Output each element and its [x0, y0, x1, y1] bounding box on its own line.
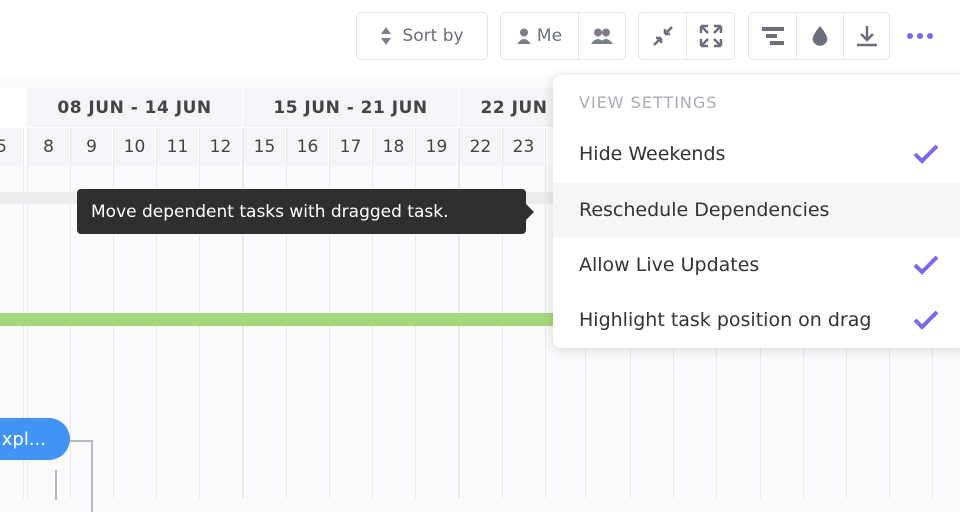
menu-item[interactable]: Reschedule Dependencies [553, 183, 960, 237]
menu-item[interactable]: Allow Live Updates [553, 238, 960, 292]
collapse-icon [652, 26, 673, 46]
me-icon [516, 28, 531, 44]
grid-line [760, 348, 761, 498]
grid-line [630, 348, 631, 498]
menu-item[interactable]: Hide Weekends [553, 127, 960, 181]
export-button[interactable] [844, 24, 889, 48]
day-label: 23 [503, 128, 544, 166]
tooltip: Move dependent tasks with dragged task. [77, 189, 526, 234]
menu-item-label: Reschedule Dependencies [579, 199, 830, 221]
more-button[interactable] [906, 30, 934, 42]
day-label: 18 [373, 128, 414, 166]
menu-item-label: Hide Weekends [579, 143, 726, 165]
task-bar[interactable] [0, 313, 560, 326]
day-label: 12 [200, 128, 241, 166]
sort-button[interactable]: Sort by [356, 12, 488, 60]
view-group [748, 12, 890, 60]
hierarchy-button[interactable] [749, 13, 797, 59]
day-label: 10 [114, 128, 155, 166]
hierarchy-icon [761, 27, 784, 45]
menu-item-label: Allow Live Updates [579, 254, 760, 276]
day-label: 15 [244, 128, 285, 166]
download-icon [856, 26, 877, 47]
sort-icon [381, 27, 392, 45]
week-label: 22 JUN [459, 88, 569, 127]
day-label: 22 [460, 128, 501, 166]
tooltip-text: Move dependent tasks with dragged task. [91, 201, 449, 222]
color-button[interactable] [797, 13, 844, 59]
drop-icon [812, 26, 828, 46]
people-button[interactable] [579, 28, 625, 44]
grid-line [846, 348, 847, 498]
grid-line [716, 348, 717, 498]
day-label: 9 [71, 128, 112, 166]
day-label: 17 [330, 128, 371, 166]
day-label: 5 [0, 128, 22, 166]
sort-label: Sort by [402, 26, 464, 46]
week-label: 08 JUN - 14 JUN [27, 88, 242, 127]
assignee-group: Me [500, 12, 626, 60]
task-label: xpl... [1, 428, 46, 450]
menu-title: VIEW SETTINGS [579, 93, 718, 112]
grid-line [585, 348, 586, 498]
me-button[interactable]: Me [501, 13, 579, 59]
check-icon [913, 255, 939, 275]
task-pill[interactable]: xpl... [0, 418, 70, 460]
day-label: 11 [157, 128, 198, 166]
grid-line [932, 348, 933, 498]
week-label: 15 JUN - 21 JUN [243, 88, 458, 127]
day-label: 8 [28, 128, 69, 166]
collapse-button[interactable] [639, 13, 687, 59]
check-icon [913, 310, 939, 330]
check-icon [913, 144, 939, 164]
zoom-group [638, 12, 735, 60]
expand-button[interactable] [687, 24, 734, 48]
people-icon [591, 28, 613, 44]
expand-icon [699, 24, 722, 48]
dependency-line [55, 440, 93, 512]
menu-item[interactable]: Highlight task position on drag [553, 293, 960, 347]
menu-item-label: Highlight task position on drag [579, 309, 872, 331]
grid-line [673, 348, 674, 498]
me-label: Me [536, 26, 563, 46]
page: Sort by Me 08 JUN - 14 JUN 15 JUN - 21 JU… [0, 12, 960, 512]
grid-line [889, 348, 890, 498]
dependency-line [55, 470, 57, 500]
day-label: 19 [416, 128, 457, 166]
day-label: 16 [287, 128, 328, 166]
grid-line [803, 348, 804, 498]
tooltip-arrow [526, 204, 534, 220]
